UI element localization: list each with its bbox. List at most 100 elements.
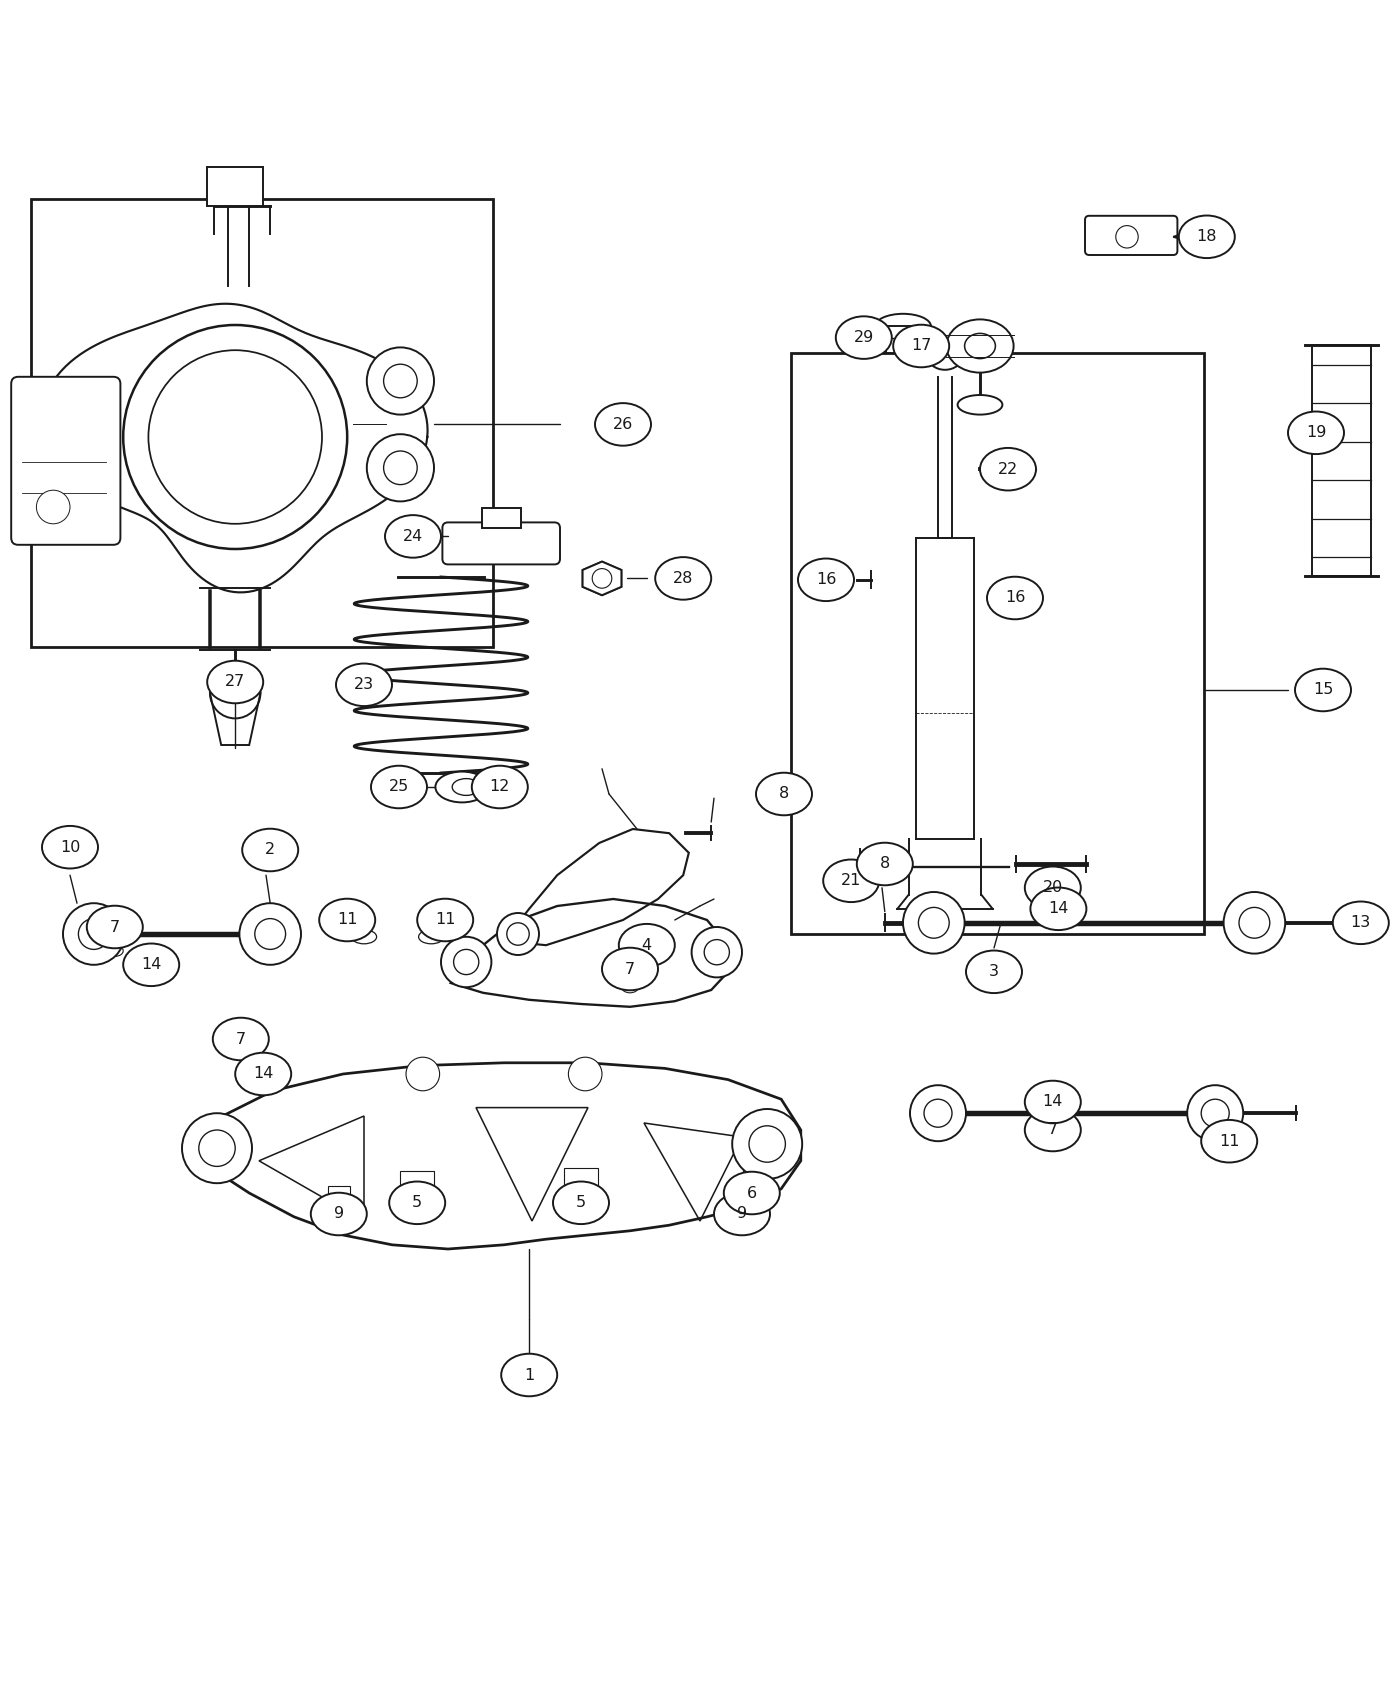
Circle shape — [749, 1125, 785, 1163]
Ellipse shape — [1044, 1136, 1061, 1148]
Ellipse shape — [242, 828, 298, 872]
Circle shape — [199, 1130, 235, 1166]
Ellipse shape — [87, 906, 143, 949]
Bar — [731, 1183, 753, 1222]
Circle shape — [123, 325, 347, 549]
Circle shape — [78, 918, 109, 949]
Text: 6: 6 — [746, 1185, 757, 1200]
Circle shape — [692, 927, 742, 978]
Text: 2: 2 — [265, 843, 276, 857]
Text: 7: 7 — [1047, 1122, 1058, 1137]
Bar — [31, 199, 493, 648]
Circle shape — [182, 1114, 252, 1183]
Ellipse shape — [836, 316, 892, 359]
Circle shape — [36, 490, 70, 524]
Text: 29: 29 — [854, 330, 874, 345]
Text: 11: 11 — [337, 913, 357, 928]
Ellipse shape — [123, 944, 179, 986]
Text: 9: 9 — [333, 1207, 344, 1222]
Ellipse shape — [1288, 411, 1344, 454]
Ellipse shape — [1053, 906, 1065, 916]
Bar — [482, 508, 521, 529]
Ellipse shape — [385, 515, 441, 558]
Circle shape — [210, 668, 260, 719]
Text: 14: 14 — [253, 1066, 273, 1081]
Ellipse shape — [602, 947, 658, 991]
Text: 14: 14 — [1043, 1095, 1063, 1110]
Ellipse shape — [553, 1182, 609, 1224]
Ellipse shape — [756, 774, 812, 816]
Text: 28: 28 — [673, 571, 693, 586]
Ellipse shape — [1201, 1120, 1257, 1163]
Text: 13: 13 — [1351, 915, 1371, 930]
Circle shape — [507, 923, 529, 945]
Ellipse shape — [927, 342, 963, 371]
Text: 5: 5 — [575, 1195, 587, 1210]
Circle shape — [384, 364, 417, 398]
Text: 21: 21 — [841, 874, 861, 889]
Ellipse shape — [619, 923, 675, 967]
Ellipse shape — [139, 960, 164, 977]
Ellipse shape — [798, 559, 854, 602]
Circle shape — [148, 350, 322, 524]
Ellipse shape — [823, 860, 879, 903]
Bar — [1312, 345, 1371, 576]
Text: 5: 5 — [412, 1195, 423, 1210]
Bar — [886, 326, 920, 354]
Ellipse shape — [857, 843, 913, 886]
Circle shape — [1116, 226, 1138, 248]
Ellipse shape — [435, 772, 489, 802]
Ellipse shape — [946, 320, 1014, 372]
Circle shape — [497, 913, 539, 955]
Circle shape — [1224, 892, 1285, 954]
Text: 10: 10 — [60, 840, 80, 855]
Circle shape — [367, 347, 434, 415]
Ellipse shape — [227, 1044, 244, 1054]
FancyBboxPatch shape — [1085, 216, 1177, 255]
Text: 16: 16 — [816, 573, 836, 586]
Text: 8: 8 — [778, 787, 790, 801]
Ellipse shape — [622, 981, 638, 993]
Ellipse shape — [207, 661, 263, 704]
Text: 7: 7 — [109, 920, 120, 935]
Circle shape — [441, 937, 491, 988]
Text: 11: 11 — [435, 913, 455, 928]
Ellipse shape — [351, 930, 377, 944]
Circle shape — [918, 908, 949, 938]
Text: 9: 9 — [736, 1207, 748, 1222]
Text: 27: 27 — [225, 675, 245, 690]
Ellipse shape — [417, 899, 473, 942]
Circle shape — [1239, 908, 1270, 938]
Circle shape — [367, 434, 434, 502]
Text: 8: 8 — [879, 857, 890, 872]
Text: 7: 7 — [235, 1032, 246, 1047]
Circle shape — [568, 1057, 602, 1091]
Ellipse shape — [714, 1193, 770, 1236]
Ellipse shape — [1025, 1081, 1081, 1124]
Ellipse shape — [235, 1052, 291, 1095]
Ellipse shape — [655, 558, 711, 600]
Ellipse shape — [144, 964, 157, 974]
Circle shape — [592, 568, 612, 588]
Circle shape — [924, 1100, 952, 1127]
Text: 25: 25 — [389, 780, 409, 794]
Circle shape — [903, 892, 965, 954]
Circle shape — [732, 1108, 802, 1180]
Ellipse shape — [251, 1068, 276, 1085]
Ellipse shape — [452, 779, 480, 796]
Ellipse shape — [1040, 1096, 1065, 1114]
Text: 4: 4 — [641, 938, 652, 952]
Ellipse shape — [389, 1182, 445, 1224]
Ellipse shape — [987, 576, 1043, 619]
Ellipse shape — [965, 333, 995, 359]
Ellipse shape — [1333, 901, 1389, 944]
Text: 17: 17 — [911, 338, 931, 354]
Ellipse shape — [958, 394, 1002, 415]
Text: 23: 23 — [354, 677, 374, 692]
Text: 19: 19 — [1306, 425, 1326, 440]
Ellipse shape — [419, 930, 444, 944]
Ellipse shape — [1046, 903, 1071, 920]
Circle shape — [239, 903, 301, 966]
Text: 7: 7 — [624, 962, 636, 976]
Bar — [564, 1168, 598, 1190]
